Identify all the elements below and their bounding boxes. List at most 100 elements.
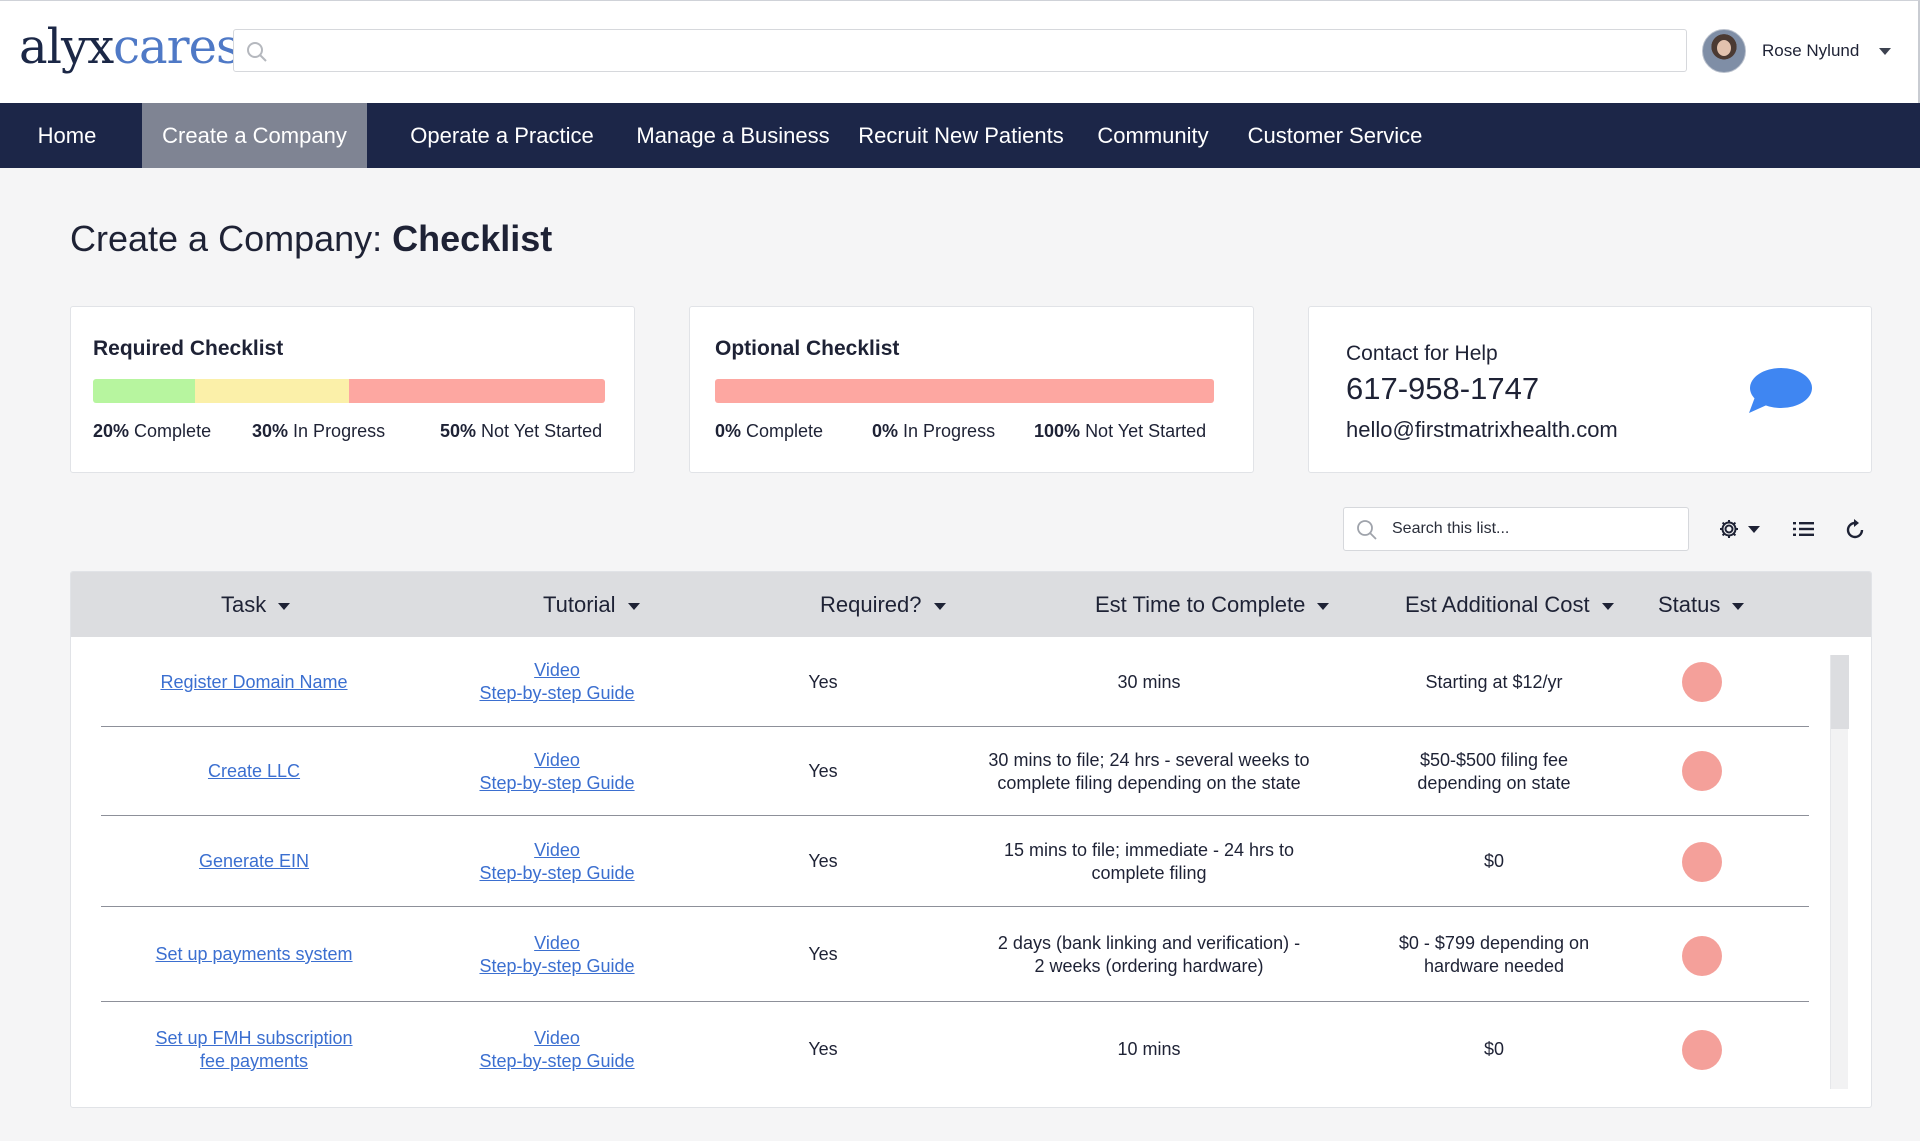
- task-link[interactable]: Generate EIN: [198, 851, 310, 871]
- stat-value: 0%: [715, 421, 742, 441]
- guide-link[interactable]: Step-by-step Guide: [479, 1050, 635, 1071]
- stat-label: Complete: [746, 421, 824, 441]
- column-header-label: Status: [1658, 592, 1721, 617]
- guide-link[interactable]: Step-by-step Guide: [479, 862, 635, 883]
- task-link[interactable]: fee payments: [199, 1050, 309, 1071]
- video-link[interactable]: Video: [534, 749, 580, 770]
- required-cell: Yes: [808, 671, 838, 692]
- time-cell: 30 mins to file; 24 hrs - several weeks …: [939, 727, 1359, 816]
- nav-item-recruit-new-patients[interactable]: Recruit New Patients: [858, 123, 1064, 148]
- time-cell: 30 mins: [939, 637, 1359, 727]
- cost-cell: $50-$500 filing fee depending on state: [1359, 727, 1629, 816]
- video-link[interactable]: Video: [534, 932, 580, 953]
- column-header-est-cost[interactable]: Est Additional Cost: [1405, 572, 1614, 637]
- help-label: Contact for Help: [1346, 342, 1498, 365]
- video-link[interactable]: Video: [534, 660, 580, 680]
- global-search-input[interactable]: [233, 29, 1687, 72]
- chevron-down-icon: [1732, 602, 1745, 610]
- table-row: Set up FMH subscription fee payments Vide…: [101, 1002, 1809, 1097]
- nav-item-community[interactable]: Community: [1097, 123, 1209, 148]
- optional-checklist-card: Optional Checklist 0% Complete 0% In Pro…: [689, 306, 1254, 473]
- table-row: Create LLC Video Step-by-step Guide Yes 3…: [101, 727, 1809, 816]
- page-title-bold: Checklist: [392, 218, 553, 259]
- optional-complete-stat: 0% Complete: [715, 421, 823, 442]
- logo-text-part2: cares: [113, 19, 240, 75]
- tutorial-cell: Video Step-by-step Guide: [407, 816, 707, 907]
- main-nav: Home Create a Company Operate a Practice…: [0, 103, 1920, 168]
- stat-label: In Progress: [293, 421, 386, 441]
- user-menu[interactable]: Rose Nylund: [1702, 29, 1892, 73]
- column-header-tutorial[interactable]: Tutorial: [543, 572, 640, 637]
- status-indicator: [1682, 1030, 1722, 1070]
- cost-cell: Starting at $12/yr: [1359, 637, 1629, 727]
- table-header: Task Tutorial Required? Est Time to Comp…: [71, 572, 1871, 637]
- task-cell: Generate EIN: [101, 816, 407, 907]
- time-line: complete filing depending on the state: [997, 772, 1301, 793]
- column-header-est-time[interactable]: Est Time to Complete: [1095, 572, 1330, 637]
- time-cell: 15 mins to file; immediate - 24 hrs to co…: [939, 816, 1359, 907]
- time-line: 10 mins: [1117, 1039, 1181, 1059]
- chevron-down-icon: [1317, 602, 1330, 610]
- list-search-input[interactable]: [1343, 507, 1689, 551]
- cost-cell: $0: [1359, 1002, 1629, 1097]
- required-in-progress-stat: 30% In Progress: [252, 421, 385, 442]
- settings-menu-button[interactable]: [1718, 516, 1764, 547]
- stat-label: Complete: [134, 421, 212, 441]
- nav-item-customer-service[interactable]: Customer Service: [1247, 123, 1423, 148]
- status-indicator: [1682, 842, 1722, 882]
- required-cell: Yes: [808, 1039, 838, 1059]
- stat-value: 100%: [1034, 421, 1081, 441]
- required-cell: Yes: [808, 944, 838, 964]
- column-header-status[interactable]: Status: [1658, 572, 1745, 637]
- chevron-down-icon: [1601, 602, 1614, 610]
- cost-line: hardware needed: [1423, 955, 1565, 976]
- task-cell: Create LLC: [101, 727, 407, 816]
- list-search-field[interactable]: [1392, 508, 1682, 550]
- chat-bubble-icon[interactable]: [1747, 367, 1813, 420]
- guide-link[interactable]: Step-by-step Guide: [479, 683, 635, 703]
- help-email: hello@firstmatrixhealth.com: [1346, 417, 1618, 442]
- progress-segment-complete: [93, 379, 196, 403]
- stat-value: 20%: [93, 421, 130, 441]
- video-link[interactable]: Video: [534, 1027, 580, 1048]
- cost-line: Starting at $12/yr: [1425, 671, 1563, 692]
- nav-item-manage-a-business[interactable]: Manage a Business: [636, 123, 830, 148]
- gear-icon: [1718, 520, 1764, 546]
- optional-progress-bar: [715, 379, 1214, 403]
- task-cell: Set up FMH subscription fee payments: [101, 1002, 407, 1097]
- scrollbar-thumb[interactable]: [1831, 655, 1849, 729]
- task-link[interactable]: Create LLC: [207, 761, 301, 781]
- guide-link[interactable]: Step-by-step Guide: [479, 772, 635, 793]
- video-link[interactable]: Video: [534, 839, 580, 860]
- column-header-required[interactable]: Required?: [820, 572, 946, 637]
- required-cell: Yes: [808, 851, 838, 871]
- stat-label: In Progress: [903, 421, 996, 441]
- avatar: [1702, 29, 1746, 73]
- top-header: alyxcaresTM Rose Nylund: [0, 0, 1920, 103]
- search-icon: [246, 41, 268, 68]
- column-header-label: Tutorial: [543, 592, 616, 617]
- table-row: Generate EIN Video Step-by-step Guide Yes…: [101, 816, 1809, 907]
- column-header-label: Est Additional Cost: [1405, 592, 1590, 617]
- alyxcares-logo[interactable]: alyxcaresTM: [19, 17, 257, 90]
- table-scrollbar[interactable]: [1830, 655, 1849, 1089]
- optional-checklist-title: Optional Checklist: [715, 337, 900, 360]
- nav-item-home[interactable]: Home: [37, 123, 97, 148]
- list-view-button[interactable]: [1792, 516, 1816, 547]
- search-icon: [1356, 519, 1378, 546]
- task-link[interactable]: Set up FMH subscription: [155, 1027, 353, 1048]
- task-link[interactable]: Set up payments system: [155, 944, 353, 964]
- stat-label: Not Yet Started: [1085, 421, 1207, 441]
- nav-item-operate-a-practice[interactable]: Operate a Practice: [410, 123, 594, 148]
- time-line: 2 days (bank linking and verification) -: [997, 932, 1301, 953]
- progress-segment-in-progress: [195, 379, 349, 403]
- chevron-down-icon: [1879, 47, 1892, 55]
- column-header-task[interactable]: Task: [221, 572, 291, 637]
- time-line: 30 mins: [1117, 671, 1181, 692]
- nav-item-create-a-company[interactable]: Create a Company: [142, 103, 367, 168]
- task-link[interactable]: Register Domain Name: [160, 671, 348, 692]
- table-row: Set up payments system Video Step-by-step…: [101, 907, 1809, 1002]
- required-not-started-stat: 50% Not Yet Started: [440, 421, 602, 442]
- guide-link[interactable]: Step-by-step Guide: [479, 955, 635, 976]
- refresh-button[interactable]: [1844, 516, 1868, 547]
